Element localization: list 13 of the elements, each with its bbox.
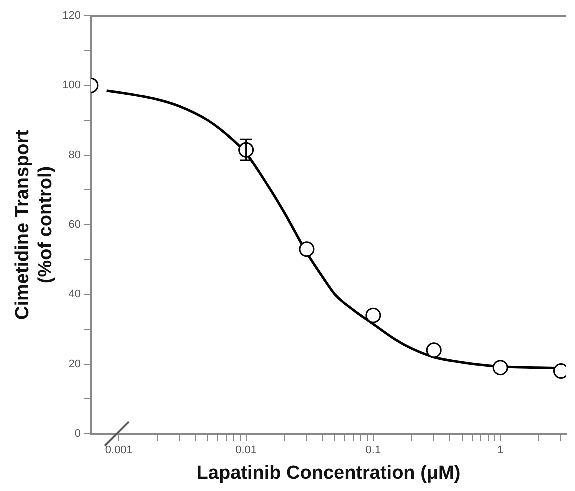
y-tick-label: 100	[62, 80, 81, 92]
y-tick-label: 40	[68, 288, 81, 301]
y-axis-title: Cimetidine Transport (%of control)	[12, 129, 56, 320]
x-tick-label: 1	[498, 444, 504, 457]
y-tick-label: 60	[68, 219, 81, 232]
x-tick-label: 0.001	[105, 444, 133, 457]
x-tick-label: 0.1	[366, 444, 382, 457]
y-tick-label: 80	[68, 149, 81, 162]
y-tick-label: 20	[68, 358, 81, 370]
x-axis-title: Lapatinib Concentration (μM)	[196, 462, 461, 484]
y-tick-label: 0	[74, 428, 81, 440]
x-tick-label: 0.01	[236, 444, 258, 457]
y-tick-label: 120	[62, 10, 81, 22]
